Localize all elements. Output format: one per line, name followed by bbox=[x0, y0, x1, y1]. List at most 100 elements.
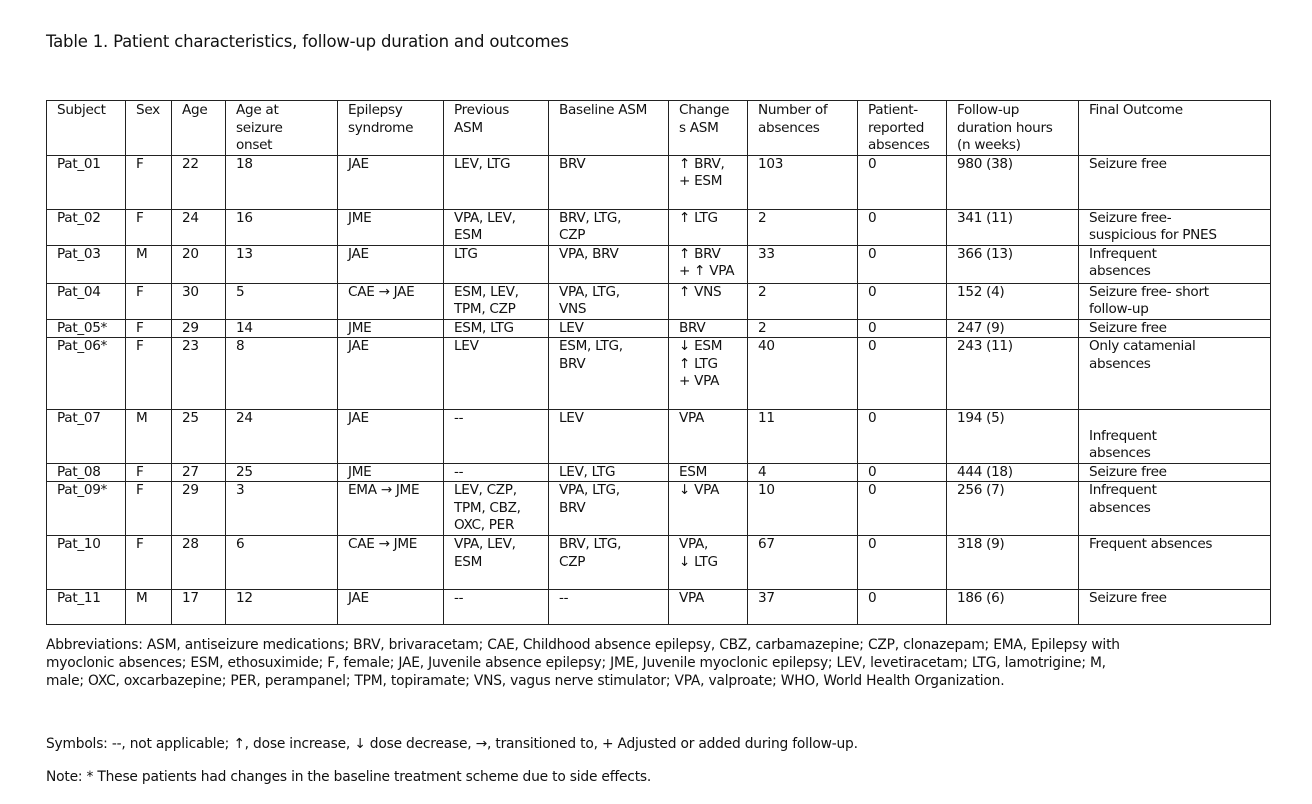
table-cell: Only catamenial absences bbox=[1078, 337, 1271, 410]
table-cell: 186 (6) bbox=[946, 589, 1079, 625]
table-cell: 23 bbox=[171, 337, 226, 410]
table-title: Table 1. Patient characteristics, follow… bbox=[46, 32, 569, 51]
table-cell: F bbox=[125, 282, 172, 320]
table-cell: 6 bbox=[225, 535, 338, 590]
table-cell: 0 bbox=[857, 409, 947, 464]
column-header: Number of absences bbox=[747, 100, 858, 156]
table-cell: F bbox=[125, 337, 172, 410]
table-row: Pat_04 F 30 5 CAE → JAE ESM, LEV, TPM, CZP VPA… bbox=[46, 282, 1271, 320]
table-cell: 0 bbox=[857, 462, 947, 482]
table-cell: 0 bbox=[857, 244, 947, 284]
table-cell: 11 bbox=[747, 409, 858, 464]
table-cell: 29 bbox=[171, 318, 226, 338]
table-cell: Frequent absences bbox=[1078, 535, 1271, 590]
table-cell: 24 bbox=[225, 409, 338, 464]
table-cell: LEV, LTG bbox=[548, 462, 669, 482]
table-cell: 152 (4) bbox=[946, 282, 1079, 320]
column-header: Follow-up duration hours (n weeks) bbox=[946, 100, 1079, 156]
table-cell: F bbox=[125, 462, 172, 482]
table-cell: 0 bbox=[857, 154, 947, 210]
table-cell: M bbox=[125, 589, 172, 625]
table-cell: M bbox=[125, 409, 172, 464]
table-cell: JME bbox=[337, 462, 444, 482]
table-cell: ↑ VNS bbox=[668, 282, 748, 320]
table-cell: Pat_10 bbox=[46, 535, 126, 590]
table-cell: 33 bbox=[747, 244, 858, 284]
table-cell: VPA, LTG, BRV bbox=[548, 481, 669, 536]
table-cell: JME bbox=[337, 318, 444, 338]
table-cell: ↓ ESM ↑ LTG + VPA bbox=[668, 337, 748, 410]
table-cell: F bbox=[125, 318, 172, 338]
table-cell: 8 bbox=[225, 337, 338, 410]
table-cell: VPA, LTG, VNS bbox=[548, 282, 669, 320]
table-cell: 247 (9) bbox=[946, 318, 1079, 338]
table-cell: 980 (38) bbox=[946, 154, 1079, 210]
table-cell: 2 bbox=[747, 208, 858, 246]
table-cell: ESM, LTG bbox=[443, 318, 549, 338]
column-header: Subject bbox=[46, 100, 126, 156]
table-cell: ↓ VPA bbox=[668, 481, 748, 536]
table-cell: F bbox=[125, 154, 172, 210]
table-cell: LTG bbox=[443, 244, 549, 284]
table-cell: ↑ LTG bbox=[668, 208, 748, 246]
symbols-note: Symbols: --, not applicable; ↑, dose inc… bbox=[46, 736, 858, 752]
table-cell: Pat_11 bbox=[46, 589, 126, 625]
table-cell: 37 bbox=[747, 589, 858, 625]
table-cell: 444 (18) bbox=[946, 462, 1079, 482]
column-header: Age at seizure onset bbox=[225, 100, 338, 156]
table-cell: JAE bbox=[337, 589, 444, 625]
table-cell: Seizure free bbox=[1078, 589, 1271, 625]
table-cell: JAE bbox=[337, 337, 444, 410]
table-cell: 0 bbox=[857, 208, 947, 246]
table-cell: 10 bbox=[747, 481, 858, 536]
abbreviations-note: Abbreviations: ASM, antiseizure medicati… bbox=[46, 637, 1120, 689]
table-row: Pat_06* F 23 8 JAE LEV ESM, LTG, BRV ↓ ESM ↑ LT… bbox=[46, 337, 1271, 410]
table-cell: 4 bbox=[747, 462, 858, 482]
table-cell: CAE → JME bbox=[337, 535, 444, 590]
table-cell: ESM, LTG, BRV bbox=[548, 337, 669, 410]
table-cell: 0 bbox=[857, 318, 947, 338]
column-header: Sex bbox=[125, 100, 172, 156]
column-header: Previous ASM bbox=[443, 100, 549, 156]
table-row: Pat_07 M 25 24 JAE -- LEV VPA 11 0 194 (5) Infrequ… bbox=[46, 409, 1271, 464]
table-row: Pat_03 M 20 13 JAE LTG VPA, BRV ↑ BRV + ↑ VPA 33… bbox=[46, 244, 1271, 284]
table-cell: 29 bbox=[171, 481, 226, 536]
table-cell: BRV bbox=[668, 318, 748, 338]
table-cell: 16 bbox=[225, 208, 338, 246]
table-cell: VPA, LEV, ESM bbox=[443, 535, 549, 590]
table-cell: Infrequent absences bbox=[1078, 244, 1271, 284]
table-cell: Pat_06* bbox=[46, 337, 126, 410]
column-header: Change s ASM bbox=[668, 100, 748, 156]
header-row: Subject Sex Age Age at seizure onset Epileps… bbox=[46, 100, 1271, 156]
table-cell: F bbox=[125, 208, 172, 246]
table-cell: 20 bbox=[171, 244, 226, 284]
table-row: Pat_09* F 29 3 EMA → JME LEV, CZP, TPM, CBZ, … bbox=[46, 481, 1271, 536]
table-cell: ↑ BRV, + ESM bbox=[668, 154, 748, 210]
table-cell: VPA bbox=[668, 589, 748, 625]
table-cell: F bbox=[125, 535, 172, 590]
table-cell: 30 bbox=[171, 282, 226, 320]
table-cell: JME bbox=[337, 208, 444, 246]
table-cell: -- bbox=[443, 589, 549, 625]
table-cell: 0 bbox=[857, 481, 947, 536]
table-cell: 40 bbox=[747, 337, 858, 410]
table-cell: ESM bbox=[668, 462, 748, 482]
column-header: Final Outcome bbox=[1078, 100, 1271, 156]
table-cell: 24 bbox=[171, 208, 226, 246]
table-cell: M bbox=[125, 244, 172, 284]
table-cell: Seizure free bbox=[1078, 318, 1271, 338]
table-row: Pat_10 F 28 6 CAE → JME VPA, LEV, ESM BRV, LTG… bbox=[46, 535, 1271, 590]
table-row: Pat_11 M 17 12 JAE -- -- VPA 37 0 186 (6) Seizure f… bbox=[46, 589, 1271, 625]
table-cell: 3 bbox=[225, 481, 338, 536]
table-cell: JAE bbox=[337, 409, 444, 464]
table-cell: VPA bbox=[668, 409, 748, 464]
table-cell: BRV, LTG, CZP bbox=[548, 535, 669, 590]
table-cell: EMA → JME bbox=[337, 481, 444, 536]
table-cell: Pat_05* bbox=[46, 318, 126, 338]
table-cell: 18 bbox=[225, 154, 338, 210]
table-row: Pat_05* F 29 14 JME ESM, LTG LEV BRV 2 0 247 (9) Se… bbox=[46, 318, 1271, 338]
table-cell: 25 bbox=[225, 462, 338, 482]
table-cell: 5 bbox=[225, 282, 338, 320]
table-row: Pat_08 F 27 25 JME -- LEV, LTG ESM 4 0 444 (18) Sei… bbox=[46, 462, 1271, 482]
table-cell: ↑ BRV + ↑ VPA bbox=[668, 244, 748, 284]
